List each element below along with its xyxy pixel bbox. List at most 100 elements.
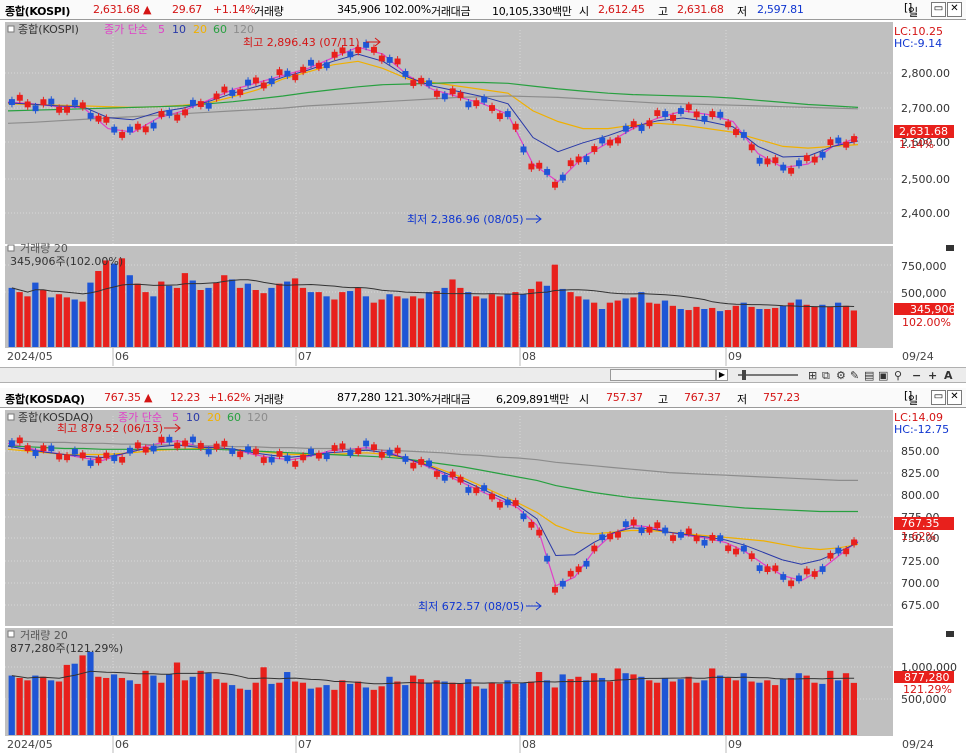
- candle-body: [79, 452, 86, 459]
- index-name[interactable]: 종합(KOSDAQ): [5, 393, 85, 406]
- volume-bar: [173, 287, 181, 347]
- volume-bar: [630, 674, 637, 735]
- grid-icon[interactable]: ⊞: [808, 369, 818, 382]
- candle-body: [701, 539, 708, 546]
- period-button[interactable]: [일]: [904, 1, 918, 19]
- volume-tag-text: 345,906: [910, 303, 956, 316]
- pct-tag-text: 1.14%: [899, 138, 934, 151]
- candle-body: [370, 444, 377, 451]
- candle-body: [772, 565, 779, 572]
- volume-bar: [441, 287, 448, 347]
- volume-ma-line: [11, 670, 855, 685]
- candle-body: [252, 448, 259, 455]
- price-pane: [5, 22, 893, 244]
- scroll-right-icon[interactable]: ▶: [716, 369, 728, 381]
- kosdaq-chart[interactable]: 종합(KOSDAQ) 종가 단순 5 10 20 60 120 최고 879.5…: [0, 408, 966, 753]
- volume-bar: [291, 278, 299, 347]
- price-change: 12.23: [170, 391, 200, 404]
- candle-body: [292, 74, 299, 81]
- restore-icon[interactable]: ▭: [931, 390, 946, 405]
- ma-line-10: [7, 444, 859, 565]
- chart-icon[interactable]: ▤: [864, 369, 875, 382]
- pane-collapse-icon[interactable]: [946, 631, 954, 637]
- candle-body: [87, 112, 94, 119]
- volume-label: 거래량: [254, 393, 284, 406]
- pane-collapse-icon[interactable]: [946, 245, 954, 251]
- candle-body: [402, 456, 409, 462]
- candle-body: [189, 99, 196, 106]
- minus-icon[interactable]: −: [912, 369, 922, 382]
- candle-body: [300, 66, 307, 73]
- current-price: 767.35: [104, 391, 141, 404]
- high-value: 2,631.68: [677, 3, 724, 16]
- volume-bar: [425, 682, 432, 735]
- candle-body: [465, 487, 472, 493]
- volume-bar: [622, 298, 629, 347]
- text-tool-icon[interactable]: A: [944, 369, 953, 382]
- candle-body: [544, 555, 551, 562]
- volume-bars: [8, 651, 857, 735]
- kospi-chart[interactable]: 종합(KOSPI) 종가 단순 5 10 20 60 120 최고 2,896.…: [0, 20, 966, 368]
- ma-line-120: [7, 95, 859, 124]
- legend-ma20: 20: [207, 411, 221, 424]
- candle-body: [284, 455, 291, 462]
- legend-ma5: 5: [172, 411, 179, 424]
- candle-body: [709, 534, 716, 541]
- candle-body: [292, 461, 299, 467]
- zoom-icon[interactable]: ⚲: [894, 369, 903, 382]
- candle-body: [355, 47, 362, 53]
- volume-bar: [748, 681, 755, 735]
- image-icon[interactable]: ▣: [878, 369, 889, 382]
- candle-body: [8, 440, 15, 447]
- high-annotation: 최고 2,896.43 (07/11): [243, 36, 360, 49]
- plus-icon[interactable]: +: [928, 369, 938, 382]
- draw-icon[interactable]: ✎: [850, 369, 860, 382]
- volume-bar: [834, 680, 842, 735]
- restore-icon[interactable]: ▭: [931, 2, 946, 17]
- zoom-slider-handle[interactable]: [742, 370, 746, 380]
- close-icon[interactable]: ✕: [947, 2, 962, 17]
- volume-bar: [236, 287, 244, 347]
- candle-body: [520, 146, 527, 153]
- candle-body: [819, 151, 826, 158]
- volume-bar: [575, 676, 582, 735]
- volume-bar: [103, 260, 110, 347]
- copy-icon[interactable]: ⧉: [822, 369, 830, 382]
- volume-bar: [394, 296, 401, 347]
- volume-bar: [354, 287, 362, 347]
- lc-label: LC:10.25: [894, 25, 943, 38]
- candle-body: [693, 535, 700, 542]
- volume-bar: [551, 687, 558, 735]
- volume-bar: [276, 283, 283, 347]
- volume-bar: [504, 294, 511, 347]
- volume-bar: [150, 675, 157, 735]
- scroll-track[interactable]: [610, 369, 716, 381]
- volume-bar: [268, 287, 275, 347]
- candle-body: [607, 139, 614, 146]
- volume-bar: [772, 307, 779, 347]
- candle-body: [127, 447, 133, 454]
- candle-body: [591, 545, 598, 552]
- volume-bar: [307, 292, 314, 347]
- zoom-slider[interactable]: [738, 374, 798, 376]
- candle-body: [237, 89, 244, 96]
- candle-body: [795, 575, 802, 582]
- volume-bar: [284, 672, 291, 735]
- settings-icon[interactable]: ⚙: [836, 369, 846, 382]
- volume-bar: [347, 683, 354, 735]
- volume-bar: [622, 673, 629, 735]
- period-button[interactable]: [일]: [904, 389, 918, 407]
- close-icon[interactable]: ✕: [947, 390, 962, 405]
- candle-body: [182, 109, 189, 116]
- volume-bar: [740, 673, 747, 735]
- volume-bar: [307, 688, 314, 735]
- index-name[interactable]: 종합(KOSPI): [5, 5, 71, 18]
- volume-bar: [181, 273, 189, 347]
- volume-bar: [189, 280, 196, 347]
- candle-body: [725, 121, 732, 128]
- volume-ma-line: [11, 670, 855, 685]
- volume-bar: [87, 282, 94, 347]
- amount-label: 거래대금: [431, 5, 471, 18]
- candle-body: [457, 476, 464, 483]
- candle-body: [607, 533, 614, 540]
